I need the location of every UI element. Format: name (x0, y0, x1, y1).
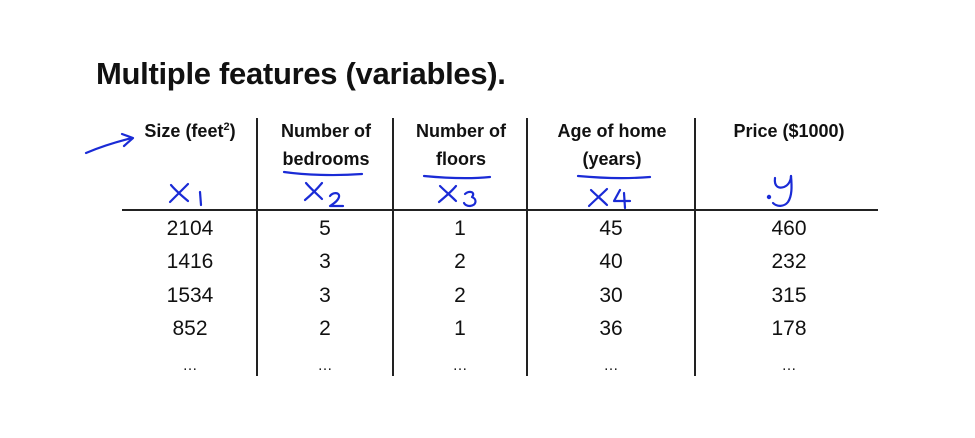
cell-size-row-3: 1534 (166, 284, 214, 307)
header-floors: Number of floors (398, 117, 524, 173)
slide-title: Multiple features (variables). (96, 56, 506, 91)
cell-bedrooms-row-1: 5 (319, 217, 331, 240)
header-price: Price ($1000) (700, 117, 878, 145)
header-floors-line2: floors (435, 149, 486, 169)
cell-age-row-4: 36 (599, 317, 623, 340)
cell-age-row-1: 45 (599, 217, 623, 240)
cell-bedrooms-row-4: 2 (319, 317, 331, 340)
header-age: Age of home (years) (532, 117, 692, 173)
cell-price-row-2: 232 (771, 250, 807, 273)
cell-bedrooms-row-5: … (317, 357, 333, 374)
header-bedrooms: Number of bedrooms (262, 117, 390, 173)
cell-floors-row-1: 1 (454, 217, 466, 240)
column-divider-1 (256, 118, 258, 376)
header-floors-line1: Number of (416, 121, 506, 141)
header-age-line1: Age of home (557, 121, 667, 141)
x4-handwritten (576, 174, 652, 210)
cell-size-row-4: 852 (172, 317, 208, 340)
header-age-line2: (years) (582, 149, 642, 169)
cell-floors-row-3: 2 (454, 284, 466, 307)
y-handwritten (766, 174, 793, 207)
cell-bedrooms-row-3: 3 (319, 284, 331, 307)
cell-age-row-5: … (603, 357, 619, 374)
cell-floors-row-2: 2 (454, 250, 466, 273)
header-price-line1: Price ($1000) (733, 121, 845, 141)
header-size: Size (feet2) (128, 117, 252, 145)
cell-size-row-1: 2104 (166, 217, 214, 240)
column-divider-3 (526, 118, 528, 376)
header-bedrooms-line2: bedrooms (282, 149, 370, 169)
arrow-icon (84, 132, 135, 155)
column-divider-2 (392, 118, 394, 376)
cell-price-row-4: 178 (771, 317, 807, 340)
cell-price-row-3: 315 (771, 284, 807, 307)
cell-floors-row-4: 1 (454, 317, 466, 340)
x2-handwritten (282, 170, 364, 208)
cell-price-row-1: 460 (771, 217, 807, 240)
cell-floors-row-5: … (452, 357, 468, 374)
header-bedrooms-line1: Number of (281, 121, 371, 141)
header-size-text: Size (feet (144, 121, 224, 141)
cell-age-row-2: 40 (599, 250, 623, 273)
x3-handwritten (422, 174, 492, 208)
cell-size-row-2: 1416 (166, 250, 214, 273)
header-size-end: ) (229, 121, 236, 141)
cell-size-row-5: … (182, 357, 198, 374)
cell-age-row-3: 30 (599, 284, 623, 307)
header-size-sup: 2 (223, 121, 230, 133)
cell-bedrooms-row-2: 3 (319, 250, 331, 273)
x1-handwritten (168, 182, 203, 207)
column-divider-4 (694, 118, 696, 376)
header-rule (122, 209, 878, 211)
cell-price-row-5: … (781, 357, 797, 374)
